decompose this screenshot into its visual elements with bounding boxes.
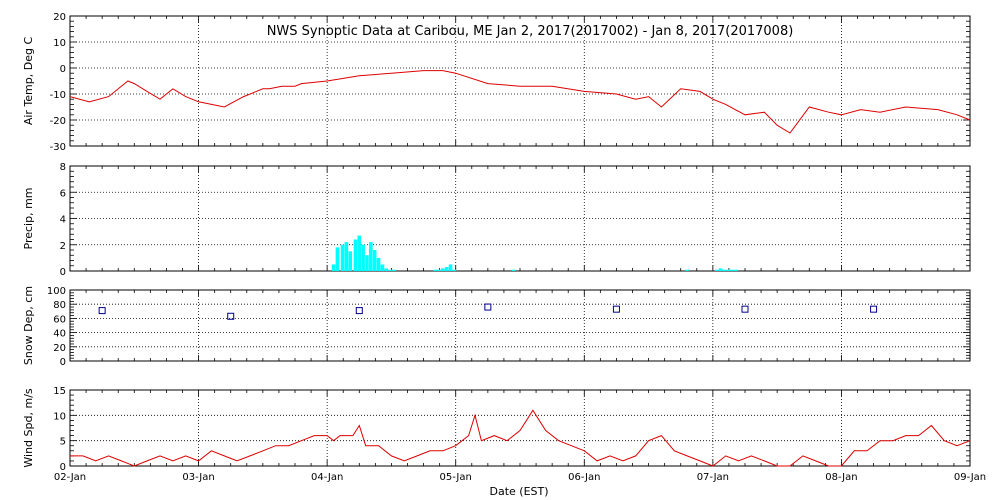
precip-bar xyxy=(441,268,445,271)
precip-bar xyxy=(388,269,392,271)
panels: -30 -20 -10 0 10 20 Air Temp, Deg C 0 2 4 6 8 Precip… xyxy=(22,12,986,483)
precip-bar xyxy=(344,242,349,271)
y-tick-label: 4 xyxy=(60,215,66,226)
precip-bar xyxy=(726,269,731,271)
x-tick-label: 07-Jan xyxy=(697,472,729,483)
y-tick-label: 20 xyxy=(53,343,66,354)
snow-depth-point xyxy=(741,305,749,313)
x-tick-label: 03-Jan xyxy=(182,472,214,483)
snow-depth-point xyxy=(612,305,620,313)
y-tick-label: -30 xyxy=(50,142,66,153)
precip-bar xyxy=(357,235,362,271)
x-tick-label: 04-Jan xyxy=(311,472,343,483)
snow-depth-point xyxy=(870,305,878,313)
y-tick-label: 6 xyxy=(60,188,66,199)
y-tick-label: 80 xyxy=(53,300,66,311)
y-tick-label: 40 xyxy=(53,329,66,340)
precip-bar xyxy=(433,269,437,271)
y-tick-label: 15 xyxy=(53,386,66,397)
chart-title: NWS Synoptic Data at Caribou, ME Jan 2, … xyxy=(267,24,794,39)
y-axis-label: Air Temp, Deg C xyxy=(22,37,35,126)
y-axis-label: Snow Dep, cm xyxy=(22,286,35,365)
snow-depth-point xyxy=(227,312,235,320)
x-tick-label: 06-Jan xyxy=(568,472,600,483)
precip-bar xyxy=(380,264,385,271)
panel-air-temp: -30 -20 -10 0 10 20 Air Temp, Deg C xyxy=(22,12,971,153)
snow-depth-point xyxy=(355,307,363,315)
precip-bar xyxy=(444,267,449,271)
precip-bar xyxy=(511,269,516,271)
y-axis-label: Precip, mm xyxy=(22,188,35,250)
precip-bar xyxy=(376,257,381,271)
x-tick-label: 02-Jan xyxy=(54,472,86,483)
precip-bar xyxy=(730,269,734,271)
precip-bar xyxy=(335,247,340,271)
y-tick-label: 8 xyxy=(60,162,66,173)
x-tick-label: 05-Jan xyxy=(440,472,472,483)
precip-bar xyxy=(361,244,365,271)
y-tick-label: 0 xyxy=(60,267,66,278)
snow-depth-point xyxy=(98,307,106,315)
y-tick-label: 100 xyxy=(47,286,66,297)
panel-snow-depth: 0 20 40 60 80 100 Snow Dep, cm xyxy=(22,286,971,368)
x-tick-label: 08-Jan xyxy=(825,472,857,483)
panel-precip: 0 2 4 6 8 Precip, mm xyxy=(22,162,971,278)
panel-wind-speed: 0 5 10 15 Wind Spd, m/s xyxy=(22,386,971,473)
y-tick-label: 60 xyxy=(53,314,66,325)
precip-bar xyxy=(369,242,373,271)
precip-bar xyxy=(348,251,353,271)
snow-depth-point xyxy=(484,303,492,311)
precip-bar xyxy=(718,268,723,271)
precip-bar xyxy=(365,255,369,271)
precip-bar xyxy=(437,269,441,271)
y-tick-label: -20 xyxy=(50,116,66,127)
y-tick-label: 0 xyxy=(60,357,66,368)
y-axis-label: Wind Spd, m/s xyxy=(22,388,35,468)
precip-bar xyxy=(685,269,689,271)
y-tick-label: 2 xyxy=(60,241,66,252)
precip-bar xyxy=(722,269,727,271)
precip-bar xyxy=(714,269,719,271)
x-axis-label: Date (EST) xyxy=(489,485,548,498)
y-tick-label: 10 xyxy=(53,411,66,422)
precip-bar xyxy=(452,269,457,271)
precip-bar xyxy=(734,269,738,271)
y-tick-label: 0 xyxy=(60,462,66,473)
y-tick-label: 5 xyxy=(60,437,66,448)
precip-bar xyxy=(331,264,336,271)
x-tick-label: 09-Jan xyxy=(954,472,986,483)
panel-frame xyxy=(69,389,971,467)
series-line-air-temp xyxy=(69,70,971,134)
series-line-wind-speed xyxy=(70,409,971,467)
y-tick-label: 10 xyxy=(53,38,66,49)
y-tick-label: -10 xyxy=(50,90,66,101)
precip-bar xyxy=(353,239,358,271)
precip-bar xyxy=(392,269,396,271)
panel-frame xyxy=(69,289,971,362)
precip-bar xyxy=(448,264,453,271)
y-tick-label: 20 xyxy=(53,12,66,23)
y-tick-label: 0 xyxy=(60,64,66,75)
precip-bar xyxy=(340,244,345,271)
precip-bar xyxy=(372,250,377,271)
precip-bar xyxy=(384,268,389,271)
